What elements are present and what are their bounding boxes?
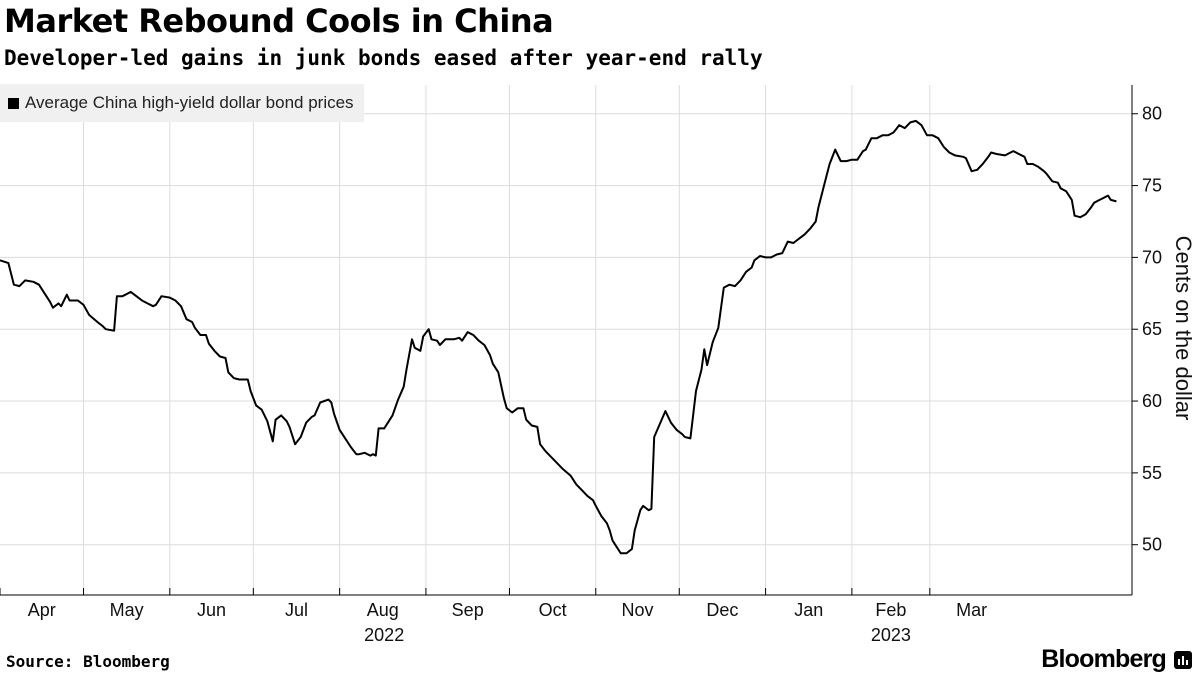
ytick-label-50: 50 — [1142, 535, 1162, 555]
legend-swatch — [8, 97, 19, 109]
xtick-label-mar: Mar — [956, 600, 987, 620]
gridlines — [0, 85, 1132, 595]
xtick-label-feb: Feb — [875, 600, 906, 620]
xtick-label-dec: Dec — [706, 600, 738, 620]
chart-title: Market Rebound Cools in China — [4, 2, 554, 40]
xtick-label-jun: Jun — [197, 600, 226, 620]
tick-labels: 50 55 60 65 70 75 80 Apr May Jun Jul Aug Sep Oct Nov De… — [28, 104, 1196, 645]
series-line-0 — [0, 119, 1117, 555]
series-layer — [0, 119, 1117, 555]
legend: Average China high-yield dollar bond pri… — [0, 84, 364, 122]
ytick-label-65: 65 — [1142, 319, 1162, 339]
xtick-label-jul: Jul — [285, 600, 308, 620]
ytick-label-80: 80 — [1142, 104, 1162, 124]
ytick-label-60: 60 — [1142, 391, 1162, 411]
xtick-label-sep: Sep — [452, 600, 484, 620]
xtick-label-nov: Nov — [622, 600, 654, 620]
source-note: Source: Bloomberg — [6, 652, 170, 671]
ytick-label-55: 55 — [1142, 463, 1162, 483]
year-label-2023: 2023 — [871, 625, 911, 645]
brand-logo-text: Bloomberg — [1041, 645, 1167, 673]
axes — [0, 85, 1138, 596]
legend-label: Average China high-yield dollar bond pri… — [25, 93, 354, 112]
ytick-label-75: 75 — [1142, 176, 1162, 196]
xtick-label-oct: Oct — [539, 600, 567, 620]
y-axis-title: Cents on the dollar — [1171, 236, 1196, 421]
ytick-label-70: 70 — [1142, 247, 1162, 267]
xtick-label-apr: Apr — [28, 600, 56, 620]
bloomberg-chart-icon — [1174, 651, 1192, 669]
xtick-label-jan: Jan — [794, 600, 823, 620]
xtick-label-aug: Aug — [367, 600, 399, 620]
year-label-2022: 2022 — [364, 625, 404, 645]
xtick-label-may: May — [110, 600, 144, 620]
chart-subtitle: Developer-led gains in junk bonds eased … — [4, 46, 763, 70]
